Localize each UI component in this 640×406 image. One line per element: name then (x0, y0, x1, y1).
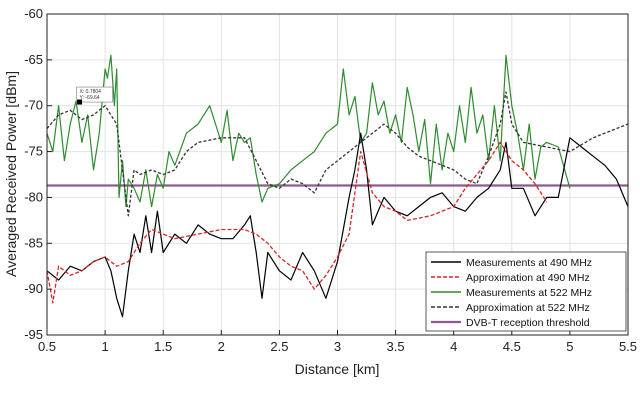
series-line-approximation-490 (46, 141, 548, 304)
y-tick-label: -95 (24, 327, 43, 342)
x-tick-label: 5.5 (619, 339, 637, 354)
x-tick-label: 2.5 (270, 339, 288, 354)
series-line-approximation-522 (46, 91, 629, 217)
y-tick-label: -90 (24, 281, 43, 296)
x-tick-label: 2 (218, 339, 225, 354)
x-tick-label: 4.5 (503, 339, 521, 354)
legend-entry-measurements-490: Measurements at 490 MHz (466, 257, 592, 269)
series-layer (46, 54, 629, 318)
x-axis-ticks: 0.5 1 1.5 2 2.5 3 3.5 4 4.5 5 5.5 (38, 330, 637, 354)
legend: Measurements at 490 MHz Approximation at … (425, 251, 627, 332)
x-tick-label: 3.5 (387, 339, 405, 354)
y-tick-label: -80 (24, 189, 43, 204)
x-tick-label: 4 (450, 339, 457, 354)
series-line-measurements-522 (46, 54, 571, 208)
legend-entry-approximation-522: Approximation at 522 MHz (466, 302, 590, 314)
y-tick-label: -60 (24, 6, 43, 21)
y-tick-label: -65 (24, 52, 43, 67)
series-line-measurements-490 (46, 132, 629, 318)
x-tick-label: 5 (566, 339, 573, 354)
x-tick-label: 0.5 (38, 339, 56, 354)
datatip-text: X: 0.7804 (80, 89, 102, 95)
y-axis-ticks: -60 -65 -70 -75 -80 -85 -90 -95 (24, 6, 52, 342)
x-tick-label: 1.5 (154, 339, 172, 354)
legend-entry-measurements-522: Measurements at 522 MHz (466, 287, 592, 299)
datatip-marker (77, 99, 83, 105)
legend-entry-threshold: DVB-T reception threshold (466, 317, 590, 329)
x-tick-label: 3 (334, 339, 341, 354)
datatip-text: Y: -69.64 (80, 95, 100, 101)
datatip-box (76, 86, 113, 103)
x-tick-label: 1 (101, 339, 108, 354)
y-tick-label: -70 (24, 98, 43, 113)
legend-entry-approximation-490: Approximation at 490 MHz (466, 272, 590, 284)
y-tick-label: -75 (24, 144, 43, 159)
y-tick-label: -85 (24, 235, 43, 250)
y-axis-label: Averaged Received Power [dBm] (3, 71, 19, 277)
x-axis-label: Distance [km] (295, 361, 380, 377)
